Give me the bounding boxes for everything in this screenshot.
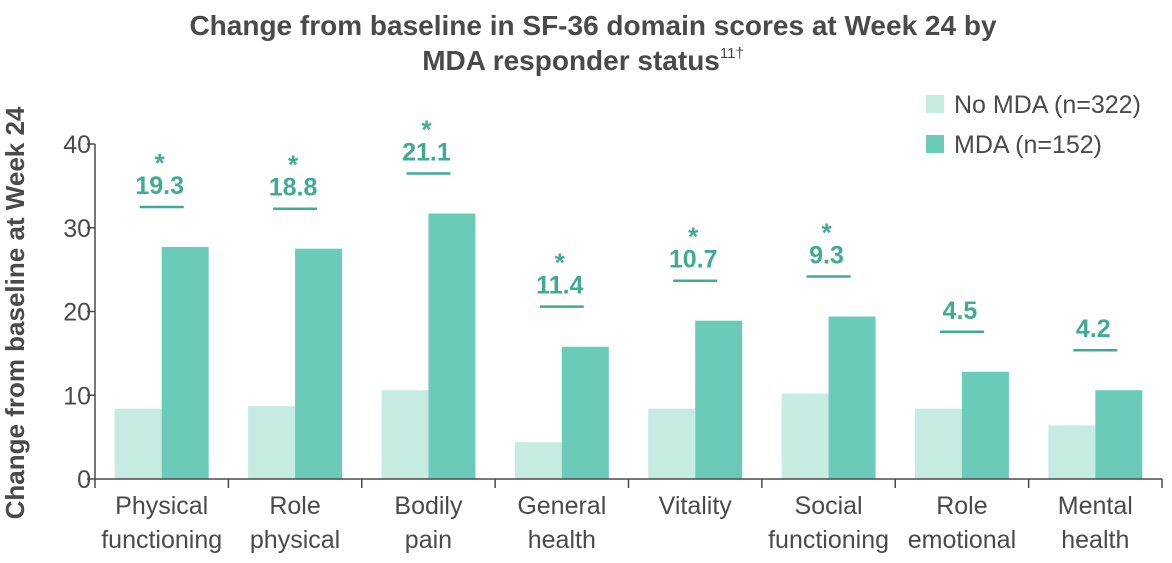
significance-marker: * [555,248,566,278]
significance-marker: * [288,150,299,180]
category-label: Vitality [659,492,733,520]
bar-no-mda [114,408,162,479]
difference-label: 9.3 [809,242,844,270]
y-tick-label: 30 [63,215,91,243]
category-label: Bodily [394,492,463,520]
chart-title-superscript: 11† [720,45,744,62]
significance-marker: * [421,115,432,145]
category-label: health [528,526,596,554]
bar-mda [161,247,209,479]
bar-mda [428,213,476,479]
chart-title-line1: Change from baseline in SF-36 domain sco… [189,10,997,41]
difference-label: 21.1 [402,139,451,167]
bar-mda [1095,390,1143,479]
chart-title-line2: MDA responder status11† [422,45,744,76]
bar-no-mda [781,393,829,479]
category-label: Role [269,492,320,520]
y-tick-label: 20 [63,299,91,327]
difference-label: 11.4 [536,272,583,300]
bar-mda [295,248,343,479]
difference-label: 18.8 [269,174,318,202]
category-label: emotional [908,526,1016,554]
category-label: Social [795,492,863,520]
chart-title-line2-text: MDA responder status [422,45,720,76]
difference-label: 10.7 [669,246,718,274]
category-label: physical [250,526,340,554]
bar-no-mda [248,406,296,479]
bar-mda [828,316,876,479]
significance-marker: * [155,148,166,178]
category-label: Role [936,492,987,520]
y-tick-label: 0 [77,466,91,494]
bar-mda [961,371,1009,479]
plot-area: 01020304019.3*Physicalfunctioning18.8*Ro… [63,115,1163,554]
bar-no-mda [1048,425,1096,479]
legend-entry: MDA (n=152) [954,131,1102,159]
difference-label: 4.5 [943,297,978,325]
difference-label: 19.3 [135,172,184,200]
bar-no-mda [514,442,562,479]
bar-no-mda [914,408,962,479]
legend: No MDA (n=322) MDA (n=152) [926,91,1141,159]
bar-mda [561,346,609,479]
y-tick-label: 40 [63,131,91,159]
legend-swatch [926,95,944,113]
significance-marker: * [822,218,833,248]
category-label: Mental [1058,492,1133,520]
legend-entry: No MDA (n=322) [954,91,1141,119]
category-label: General [517,492,606,520]
bar-no-mda [648,408,696,479]
difference-label: 4.2 [1076,315,1111,343]
legend-swatch [926,135,944,153]
bar-mda [695,320,743,479]
category-label: functioning [101,526,222,554]
bar-no-mda [381,390,429,479]
category-label: health [1061,526,1129,554]
y-tick-label: 10 [63,382,91,410]
category-label: functioning [768,526,889,554]
category-label: pain [405,526,452,554]
significance-marker: * [688,222,699,252]
category-label: Physical [115,492,208,520]
y-axis-label: Change from baseline at Week 24 [0,106,30,519]
